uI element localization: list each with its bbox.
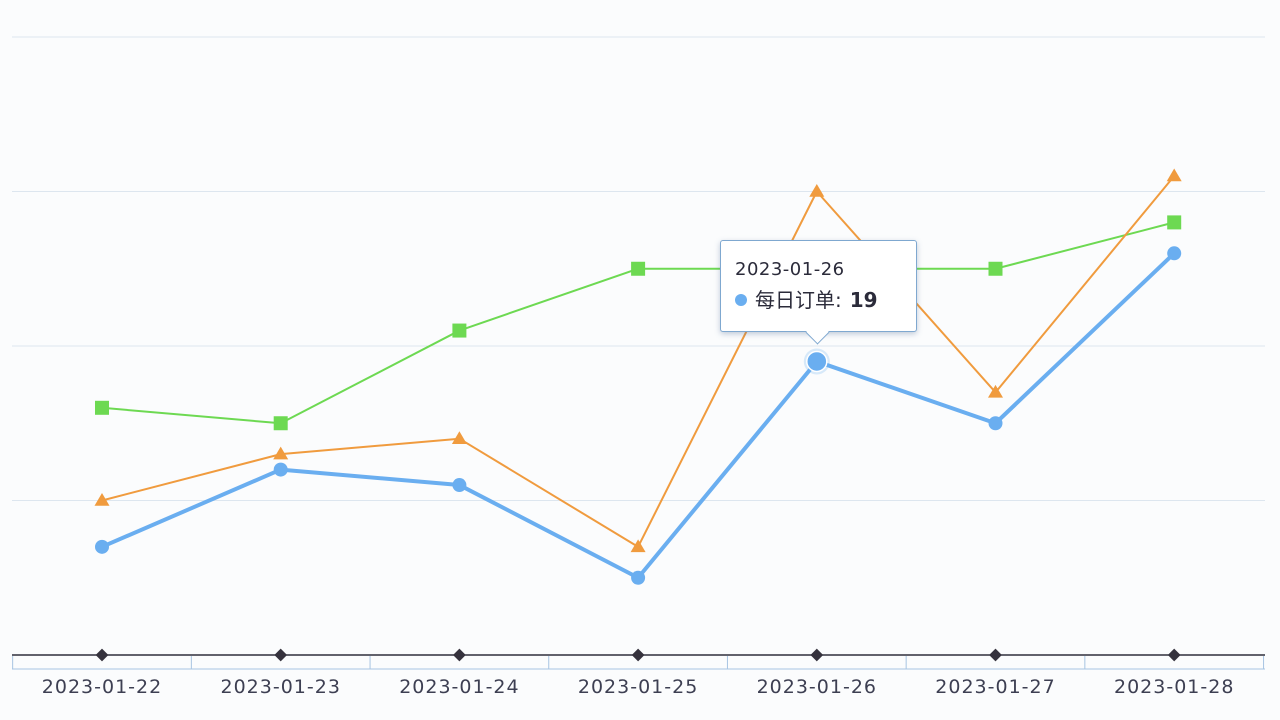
data-point bbox=[95, 539, 109, 554]
data-tooltip: 2023-01-26 每日订单: 19 bbox=[720, 240, 917, 332]
x-axis-diamond-marker bbox=[453, 648, 466, 662]
x-tick-label: 2023-01-23 bbox=[220, 676, 340, 698]
data-point bbox=[451, 431, 467, 444]
tooltip-date: 2023-01-26 bbox=[735, 259, 845, 280]
x-axis-diamond-marker bbox=[989, 648, 1002, 662]
series-line bbox=[101, 175, 1176, 548]
grid-layer bbox=[12, 36, 1265, 501]
series-layer bbox=[94, 168, 1182, 585]
x-tick-label: 2023-01-25 bbox=[578, 676, 698, 698]
tooltip-separator: : bbox=[835, 288, 842, 312]
data-point bbox=[1167, 215, 1182, 230]
x-axis-diamond-marker bbox=[1167, 648, 1181, 662]
tooltip-row: 每日订单: 19 bbox=[735, 287, 902, 313]
data-point bbox=[988, 384, 1003, 398]
x-tick-label: 2023-01-27 bbox=[935, 676, 1055, 698]
data-point bbox=[273, 462, 288, 477]
data-point bbox=[452, 478, 467, 493]
series-line bbox=[101, 221, 1176, 425]
data-point bbox=[95, 400, 109, 415]
data-point bbox=[988, 261, 1003, 276]
tooltip-series-name: 每日订单 bbox=[755, 288, 835, 312]
data-point bbox=[1167, 246, 1182, 261]
data-point bbox=[1166, 168, 1182, 182]
x-tick-label: 2023-01-22 bbox=[42, 676, 162, 698]
x-axis: 2023-01-22 2023-01-23 2023-01-24 2023-01-25… bbox=[12, 648, 1265, 698]
x-tick-label: 2023-01-24 bbox=[399, 676, 519, 698]
data-point bbox=[631, 570, 646, 585]
data-point bbox=[988, 416, 1003, 431]
x-axis-diamond-marker bbox=[810, 648, 824, 662]
tooltip-series-dot bbox=[735, 294, 747, 306]
data-point bbox=[273, 416, 288, 431]
data-point bbox=[806, 350, 828, 373]
data-point bbox=[809, 184, 825, 197]
x-axis-diamond-marker bbox=[631, 648, 645, 662]
x-axis-diamond-marker bbox=[95, 648, 109, 662]
data-point bbox=[452, 323, 467, 338]
x-tick-label: 2023-01-28 bbox=[1114, 676, 1234, 698]
x-tick-label: 2023-01-26 bbox=[757, 676, 877, 698]
tooltip-value: 19 bbox=[849, 288, 878, 312]
data-point bbox=[273, 446, 289, 460]
data-point bbox=[94, 493, 110, 506]
data-point bbox=[630, 539, 646, 553]
data-point bbox=[631, 261, 646, 276]
series-line bbox=[100, 251, 1177, 580]
x-axis-diamond-marker bbox=[274, 648, 288, 662]
